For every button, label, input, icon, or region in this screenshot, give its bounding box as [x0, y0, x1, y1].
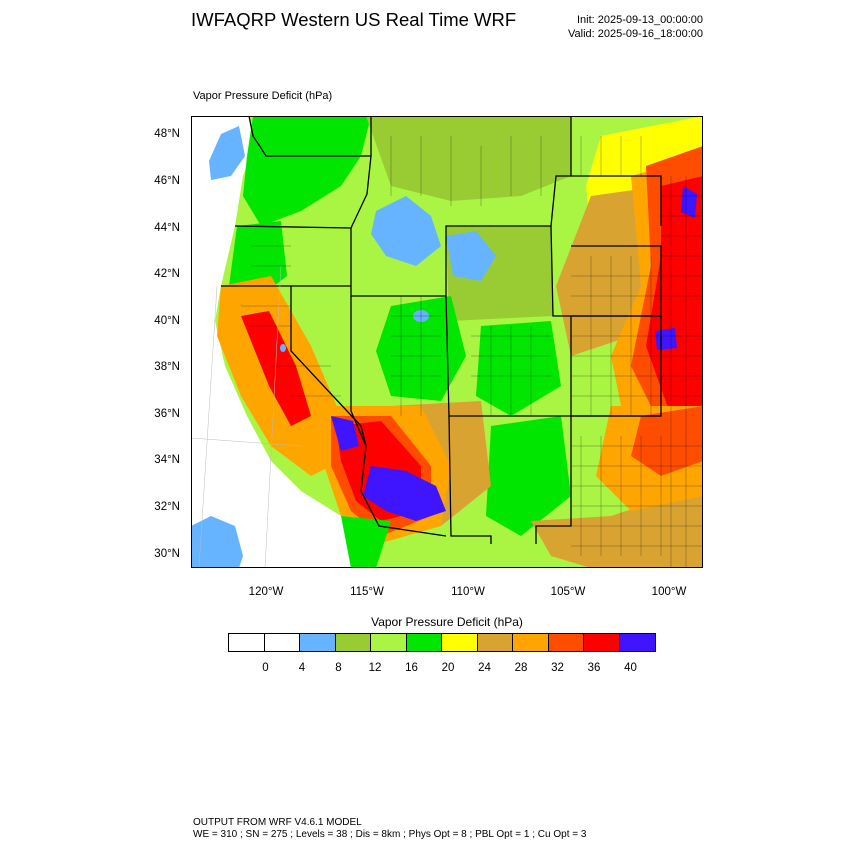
lat-tick-38: 38°N [154, 361, 180, 373]
region-plains-violet-n [681, 186, 697, 218]
region-coast-green [229, 221, 287, 296]
colorbar-label: 32 [551, 662, 564, 674]
lat-tick-34: 34°N [154, 454, 180, 466]
vpd-map [191, 116, 703, 568]
model-info: OUTPUT FROM WRF V4.6.1 MODEL WE = 310 ; … [193, 817, 586, 841]
colorbar-label: 8 [335, 662, 342, 674]
field-label: Vapor Pressure Deficit (hPa) [193, 90, 333, 102]
colorbar-label: 4 [298, 662, 306, 674]
colorbar-label: 16 [405, 662, 418, 674]
lat-tick-46: 46°N [154, 175, 180, 187]
region-montana-low [366, 116, 571, 201]
lon-tick-120: 120°W [248, 586, 284, 598]
region-sw-violet [363, 466, 446, 521]
model-config: WE = 310 ; SN = 275 ; Levels = 38 ; Dis … [193, 829, 587, 840]
legend-title: Vapor Pressure Deficit (hPa) [371, 615, 523, 629]
region-deathvalley-violet [331, 416, 359, 451]
map-border [191, 116, 703, 568]
colorbar-label: 28 [514, 662, 528, 674]
colorbar-label: 24 [478, 662, 491, 674]
lon-tick-105: 105°W [550, 586, 586, 598]
lat-tick-36: 36°N [154, 408, 180, 420]
colorbar-label: 36 [587, 662, 601, 674]
region-baja-green [341, 516, 391, 568]
ocean-water-north [209, 126, 245, 180]
lon-tick-110: 110°W [451, 586, 485, 598]
colorbar-label: 0 [262, 662, 269, 674]
colorbar-swatch [371, 634, 407, 651]
region-pnw-green [243, 116, 371, 226]
colorbar-swatch [335, 634, 371, 651]
colorbar-label: 20 [441, 662, 455, 674]
region-colorado-green [476, 321, 561, 416]
map-title: IWFAQRP Western US Real Time WRF [191, 9, 517, 30]
colorbar-label: 12 [368, 662, 382, 674]
colorbar [228, 633, 656, 652]
ocean-water-south [191, 516, 243, 568]
model-version: OUTPUT FROM WRF V4.6.1 MODEL [193, 817, 362, 828]
region-plains-violet-s [655, 328, 677, 350]
colorbar-swatch [619, 634, 655, 651]
init-time: Init: 2025-09-13_00:00:00 [577, 14, 703, 26]
region-yellowstone-water [446, 231, 496, 281]
lat-tick-40: 40°N [154, 315, 180, 327]
run-info: Init: 2025-09-13_00:00:00 Valid: 2025-09… [568, 13, 703, 41]
colorbar-swatch [477, 634, 513, 651]
lat-tick-30: 30°N [154, 548, 180, 560]
region-texas-tan [531, 486, 703, 568]
colorbar-swatch [584, 634, 620, 651]
region-texas-red [631, 406, 703, 476]
colorbar-swatch [442, 634, 478, 651]
colorbar-swatch [406, 634, 442, 651]
colorbar-swatch [300, 634, 336, 651]
lake-tahoe [280, 344, 286, 352]
colorbar-label: 40 [624, 662, 637, 674]
graticule [191, 265, 302, 568]
lon-tick-115: 115°W [350, 586, 384, 598]
colorbar-swatch [264, 634, 300, 651]
valid-time: Valid: 2025-09-16_18:00:00 [568, 28, 703, 40]
colorbar-swatch [548, 634, 584, 651]
colorbar-swatch [513, 634, 549, 651]
lat-tick-32: 32°N [154, 501, 180, 513]
colorbar-swatch [229, 634, 265, 651]
region-nm-green [486, 416, 571, 536]
lat-tick-44: 44°N [154, 222, 180, 234]
region-cal-red [241, 311, 311, 426]
region-idaho-water [371, 196, 441, 266]
county-lines [241, 136, 703, 568]
lon-tick-100: 100°W [651, 586, 687, 598]
lat-tick-48: 48°N [154, 128, 180, 140]
ocean [191, 116, 361, 568]
lat-tick-42: 42°N [154, 268, 180, 280]
